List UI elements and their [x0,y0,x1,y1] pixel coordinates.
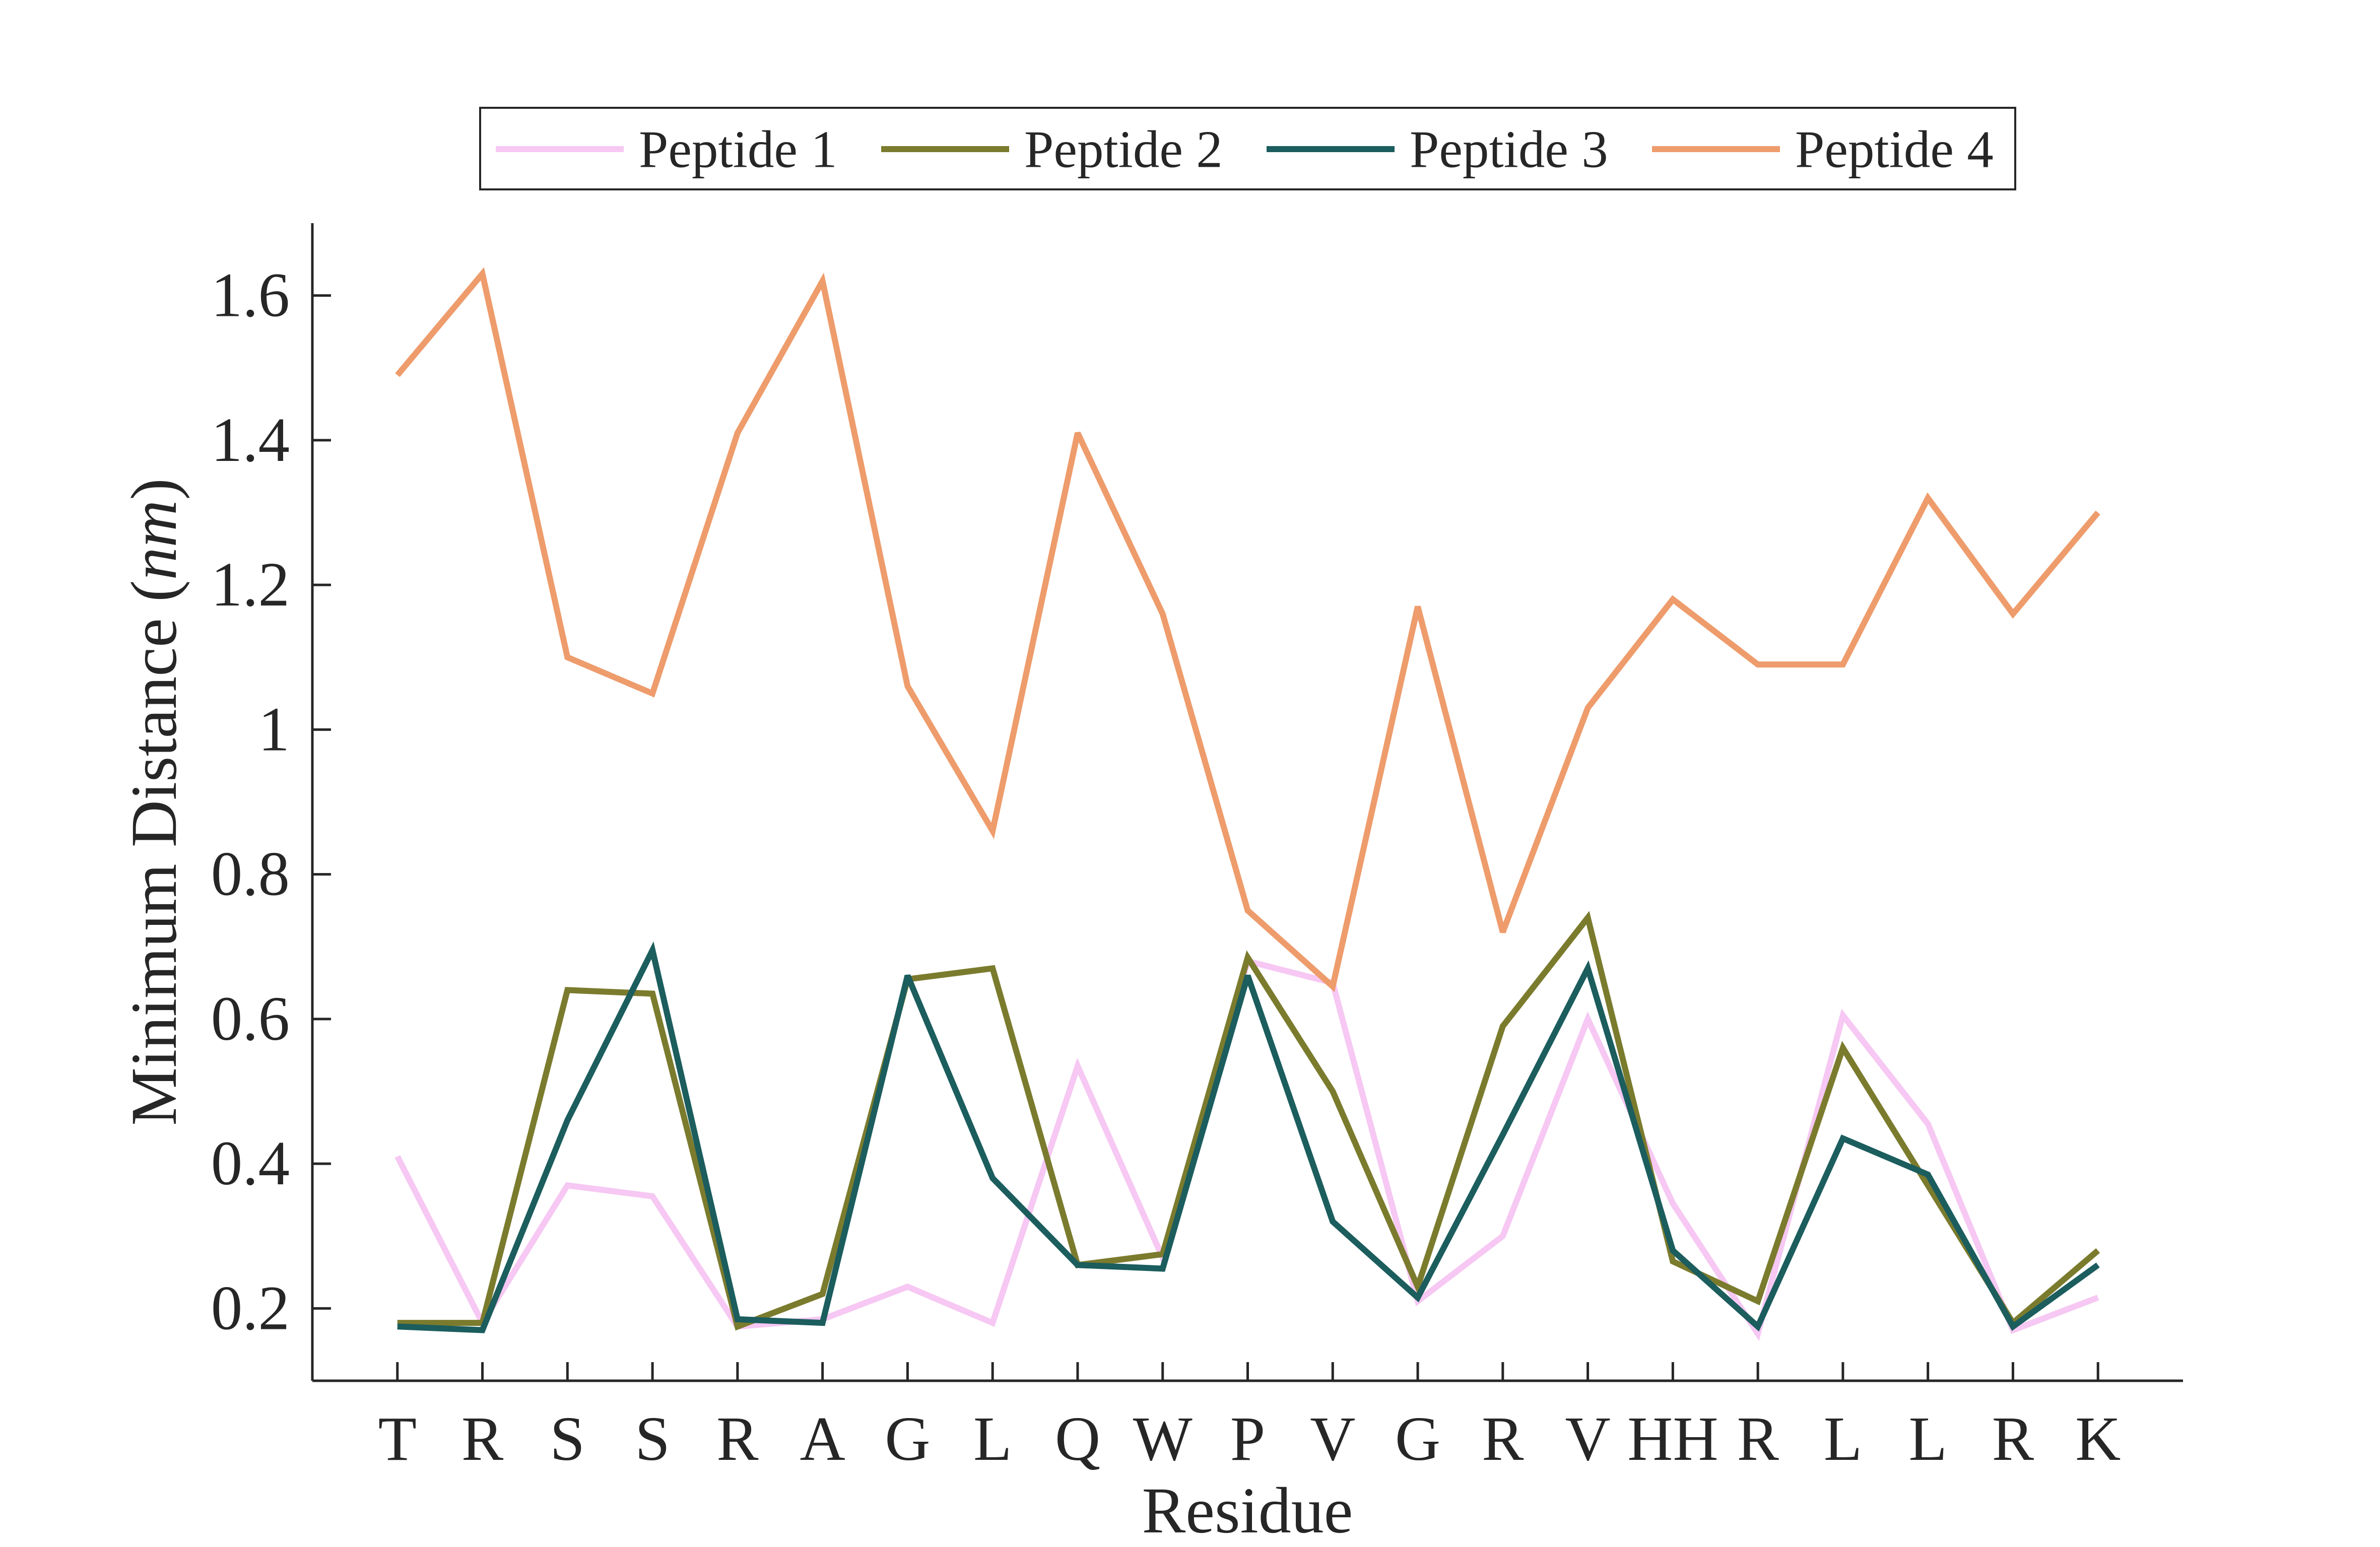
x-tick-label: A [800,1404,845,1474]
x-axis-label: Residue [1142,1474,1353,1547]
y-tick-label: 0.6 [211,984,290,1054]
y-tick-label: 1.2 [211,550,290,620]
x-tick-label: R [1992,1404,2034,1474]
x-tick-label: W [1133,1404,1193,1474]
y-tick-label: 0.2 [211,1273,290,1343]
x-tick-label: L [973,1404,1012,1474]
series-line-peptide-2 [397,911,2100,1331]
series-line-peptide-4 [395,267,2100,992]
x-tick-label: R [1737,1404,1779,1474]
x-tick-label: L [1824,1404,1862,1474]
axes: 0.20.40.60.811.21.41.6 T R S S R A G L Q W P V G R V HH… [211,223,2183,1474]
x-tick-label: S [635,1404,670,1474]
y-axis-label-part: Minimum Distance ( [118,580,190,1126]
x-tick-label: R [461,1404,504,1474]
x-tick-label: L [1909,1404,1947,1474]
legend-label: Peptide 2 [1024,120,1223,179]
x-tick-label: Q [1055,1404,1100,1474]
x-axis-ticks: T R S S R A G L Q W P V G R V HH R L L R K [378,1362,2121,1474]
x-tick-label: V [1310,1404,1355,1474]
x-tick-label: T [378,1404,417,1474]
x-tick-label: S [550,1404,585,1474]
legend-label: Peptide 4 [1795,120,1994,179]
legend-entry-peptide-4: Peptide 4 [1652,120,1994,179]
x-tick-label: K [2075,1404,2121,1474]
legend-entry-peptide-2: Peptide 2 [881,120,1223,179]
x-tick-label: G [885,1404,930,1474]
legend-entry-peptide-3: Peptide 3 [1267,120,1608,179]
x-tick-label: P [1230,1404,1266,1474]
y-axis-ticks: 0.2 0.4 0.6 0.8 1 1.2 1.4 1.6 [211,261,331,1343]
y-axis-label-unit: nm [118,500,190,580]
y-tick-label: 1 [258,695,290,764]
x-tick-label: R [716,1404,759,1474]
plot-series [394,267,2100,1341]
x-tick-label: V [1565,1404,1610,1474]
x-tick-label: G [1395,1404,1440,1474]
series-line-peptide-3 [397,941,2100,1333]
legend: Peptide 1 Peptide 2 Peptide 3 Peptide 4 [479,107,2016,190]
y-axis-label-part: ) [118,478,190,500]
y-tick-label: 0.4 [211,1129,290,1198]
y-tick-label: 1.6 [211,261,290,330]
x-tick-label: R [1482,1404,1524,1474]
legend-label: Peptide 1 [639,120,837,179]
x-tick-label: HH [1627,1404,1718,1474]
legend-entry-peptide-1: Peptide 1 [496,120,837,179]
y-axis-label: Minimum Distance (nm) [118,478,190,1125]
y-tick-label: 0.8 [211,840,290,909]
legend-label: Peptide 3 [1410,120,1608,179]
y-tick-label: 1.4 [211,406,290,475]
